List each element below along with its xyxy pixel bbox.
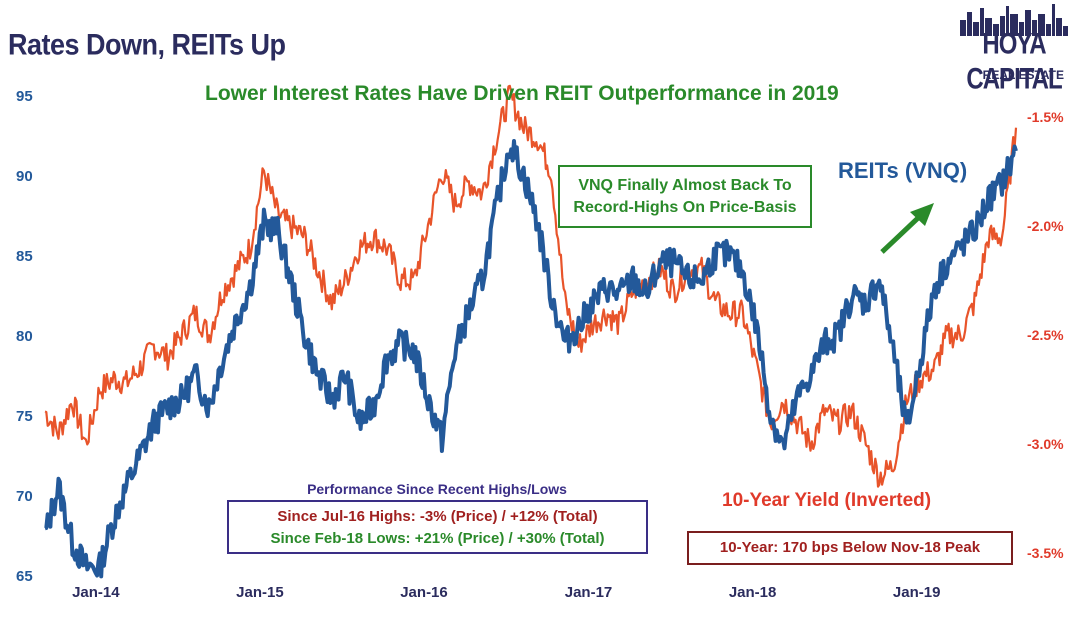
left-tick-label: 70 [16, 488, 33, 505]
logo-name: HOYA CAPITAL [966, 27, 1062, 96]
logo-tagline: REAL ESTATE [982, 68, 1064, 82]
vnq-line-series [44, 139, 1018, 579]
chart-subtitle: Lower Interest Rates Have Driven REIT Ou… [205, 82, 839, 105]
page-title: Rates Down, REITs Up [8, 28, 286, 62]
yield-series-label: 10-Year Yield (Inverted) [722, 490, 932, 511]
x-tick-label: Jan-18 [729, 584, 777, 601]
right-tick-label: -2.5% [1027, 327, 1064, 343]
left-axis-ticks: 65 70 75 80 85 90 95 [16, 88, 33, 585]
vnq-note-box: VNQ Finally Almost Back To Record-Highs … [558, 165, 812, 228]
x-tick-label: Jan-17 [565, 584, 613, 601]
perf-line2: Since Feb-18 Lows: +21% (Price) / +30% (… [270, 530, 605, 547]
perf-title: Performance Since Recent Highs/Lows [307, 481, 567, 497]
yield-series-line [44, 84, 1018, 488]
left-tick-label: 65 [16, 568, 33, 585]
x-tick-label: Jan-16 [400, 584, 448, 601]
perf-box: Since Jul-16 Highs: -3% (Price) / +12% (… [227, 500, 648, 554]
right-tick-label: -3.0% [1027, 436, 1064, 452]
city-skyline-icon [960, 4, 1068, 36]
left-tick-label: 80 [16, 328, 33, 345]
vnq-note-line2: Record-Highs On Price-Basis [573, 199, 797, 216]
x-tick-label: Jan-15 [236, 584, 284, 601]
left-tick-label: 95 [16, 88, 33, 105]
yield-note-box: 10-Year: 170 bps Below Nov-18 Peak [687, 531, 1013, 565]
left-tick-label: 90 [16, 168, 33, 185]
perf-line1: Since Jul-16 Highs: -3% (Price) / +12% (… [277, 508, 598, 525]
left-tick-label: 75 [16, 408, 33, 425]
reits-series-label: REITs (VNQ) [838, 158, 968, 183]
x-tick-label: Jan-14 [72, 584, 120, 601]
yield-line-series [44, 84, 1018, 488]
vnq-series-line [44, 139, 1018, 579]
right-tick-label: -3.5% [1027, 545, 1064, 561]
right-tick-label: -1.5% [1027, 109, 1064, 125]
hoya-capital-logo: HOYA CAPITAL REAL ESTATE [958, 2, 1070, 96]
vnq-note-line1: VNQ Finally Almost Back To [578, 177, 792, 194]
green-arrow-icon [880, 203, 934, 254]
right-tick-label: -2.0% [1027, 218, 1064, 234]
x-tick-label: Jan-19 [893, 584, 941, 601]
x-axis-ticks: Jan-14 Jan-15 Jan-16 Jan-17 Jan-18 Jan-19 [72, 584, 940, 601]
left-tick-label: 85 [16, 248, 33, 265]
right-axis-ticks: -1.5% -2.0% -2.5% -3.0% -3.5% [1027, 109, 1064, 561]
